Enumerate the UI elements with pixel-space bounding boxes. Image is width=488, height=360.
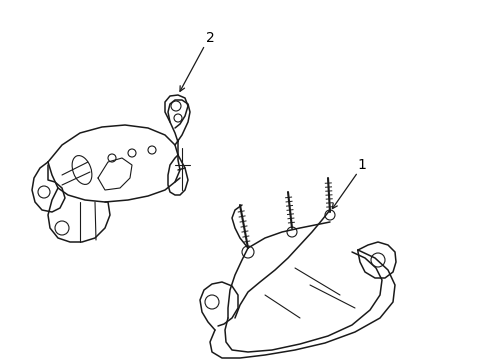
Text: 1: 1 [357, 158, 366, 172]
Text: 2: 2 [205, 31, 214, 45]
